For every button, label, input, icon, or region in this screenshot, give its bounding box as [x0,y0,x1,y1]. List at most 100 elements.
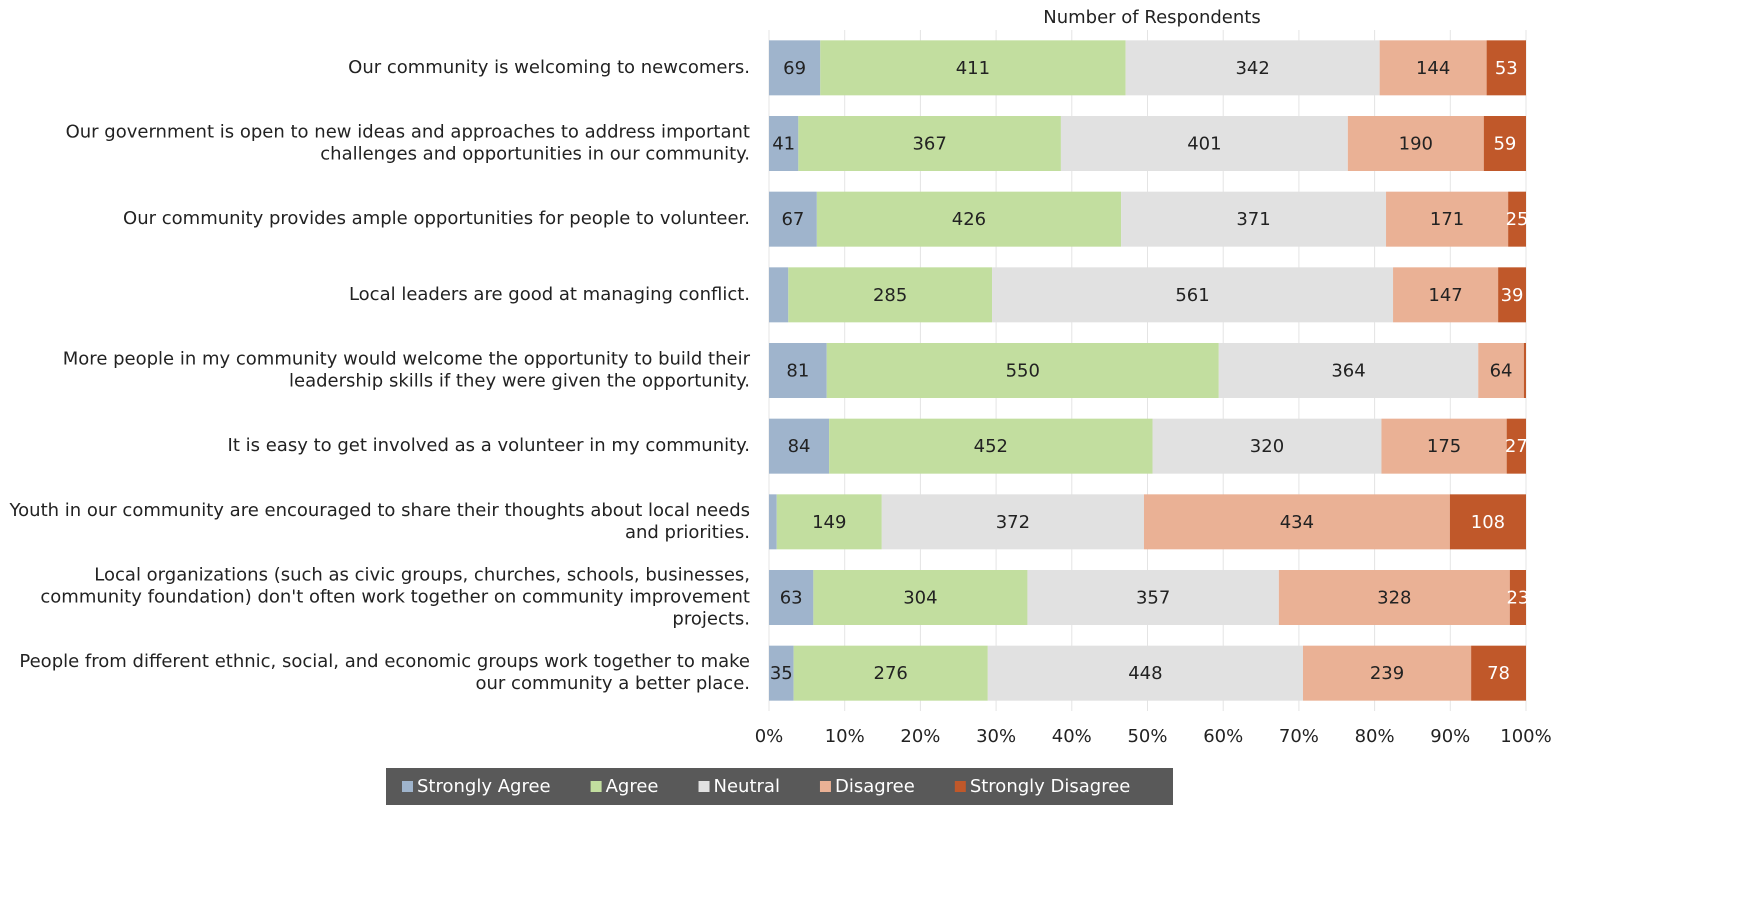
bar-segment [1523,343,1526,398]
data-label: 41 [772,134,795,155]
bar-segment [829,418,1153,474]
data-label: 39 [1501,285,1524,306]
bar-segment [881,494,1144,550]
data-label: 367 [912,134,946,155]
category-label: Our community is welcoming to newcomers. [348,57,750,78]
bar-segment [1278,570,1510,625]
bar-segment [1393,267,1499,323]
data-label: 144 [1416,58,1450,79]
x-tick-label: 70% [1279,726,1319,747]
x-tick-label: 30% [976,726,1016,747]
data-label: 23 [1506,588,1529,609]
data-label: 147 [1428,285,1462,306]
bar-segment [1027,570,1279,625]
bar-segment [793,645,988,701]
data-label: 452 [974,436,1008,457]
data-label: 59 [1493,134,1516,155]
data-label: 64 [1490,361,1513,382]
data-label: 108 [1471,512,1505,533]
data-label: 550 [1006,361,1040,382]
data-label: 304 [903,588,937,609]
data-label: 434 [1280,512,1314,533]
bar-segment [1060,116,1348,171]
data-label: 357 [1136,588,1170,609]
legend-swatch [590,781,602,792]
bar-segment [769,343,827,398]
category-label: Our community provides ample opportuniti… [123,208,750,229]
bar-segment [1143,494,1450,550]
data-label: 171 [1430,209,1464,230]
bar-segment [987,645,1303,701]
legend-swatch [698,781,710,792]
bar-segment [1347,116,1484,171]
category-label: Local leaders are good at managing confl… [349,284,750,305]
bar-segment [1302,645,1472,701]
data-label: 285 [873,285,907,306]
data-label: 328 [1377,588,1411,609]
data-label: 372 [996,512,1030,533]
bar-segment [992,267,1394,323]
data-label: 78 [1487,663,1510,684]
x-tick-label: 20% [900,726,940,747]
data-label: 320 [1250,436,1284,457]
category-label: Local organizations (such as civic group… [40,565,750,630]
bar-segment [1509,570,1526,625]
data-label: 190 [1399,134,1433,155]
bar-segment [1152,418,1382,474]
bar-segment [769,40,821,96]
legend-label: Disagree [835,776,915,797]
bar-segment [1471,645,1526,701]
legend-swatch [819,781,831,792]
legend-label: Strongly Disagree [970,776,1131,797]
data-label: 149 [812,512,846,533]
data-label: 84 [788,436,811,457]
data-label: 25 [1506,209,1529,230]
bar-segment [1218,343,1479,398]
category-label: It is easy to get involved as a voluntee… [228,435,750,456]
x-tick-label: 90% [1430,726,1470,747]
legend-label: Neutral [714,776,780,797]
bar-segment [1449,494,1526,550]
data-label: 561 [1175,285,1209,306]
bar-segment [813,570,1028,625]
data-label: 364 [1331,361,1365,382]
legend-label: Agree [606,776,659,797]
bar-segment [769,267,789,323]
bar-segment [769,116,799,171]
data-label: 27 [1505,436,1528,457]
legend-label: Strongly Agree [417,776,551,797]
legend-swatch [402,781,413,792]
legend-swatch [954,781,966,792]
bar-segment [1478,343,1524,398]
bar-segment [1506,418,1526,474]
bar-segment [1486,40,1526,96]
data-label: 67 [781,209,804,230]
bar-segment [1508,191,1526,247]
x-tick-label: 40% [1052,726,1092,747]
data-label: 401 [1187,134,1221,155]
bar-segment [816,191,1122,247]
data-label: 426 [952,209,986,230]
bar-segment [1498,267,1526,323]
x-tick-label: 100% [1500,726,1551,747]
bar-segment [776,494,882,550]
data-label: 371 [1236,209,1270,230]
bar-segment [769,645,794,701]
data-label: 35 [770,663,793,684]
x-tick-label: 10% [825,726,865,747]
bar-segment [798,116,1061,171]
data-label: 239 [1370,663,1404,684]
data-label: 276 [874,663,908,684]
bar-segment [1125,40,1380,96]
data-label: 69 [783,58,806,79]
bar-segment [826,343,1219,398]
category-label: More people in my community would welcom… [63,349,751,392]
data-label: 81 [786,361,809,382]
category-label: Youth in our community are encouraged to… [9,500,750,543]
bar-segment [1379,40,1487,96]
x-tick-label: 0% [755,726,784,747]
bar-segment [769,191,817,247]
x-tick-label: 60% [1203,726,1243,747]
bar-segment [1381,418,1507,474]
